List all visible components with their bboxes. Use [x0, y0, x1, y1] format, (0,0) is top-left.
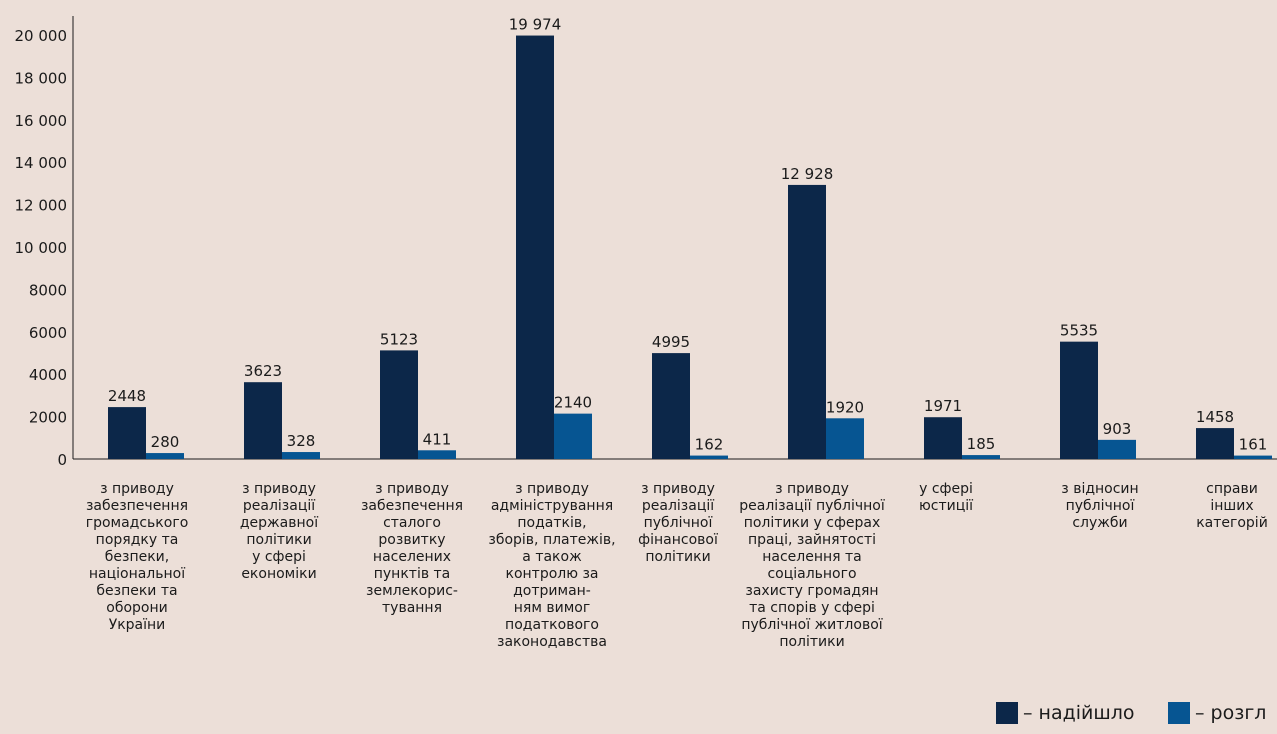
bar-value-label-received: 3623 — [244, 362, 282, 380]
bar-reviewed — [418, 450, 456, 459]
bar-received — [108, 407, 146, 459]
bar-value-label-received: 1458 — [1196, 408, 1234, 426]
legend-item-reviewed: – розгл — [1168, 699, 1266, 727]
bar-value-label-reviewed: 328 — [287, 432, 316, 450]
bar-reviewed — [282, 452, 320, 459]
category-label: з приводу реалізації публічної політики … — [739, 481, 885, 650]
legend-swatch-reviewed — [1168, 702, 1190, 724]
y-tick-label: 4000 — [29, 366, 67, 384]
bar-reviewed — [1098, 439, 1136, 459]
bar-value-label-received: 12 928 — [781, 165, 834, 183]
category-label: з приводу реалізації державної політики … — [239, 481, 319, 582]
bar-received — [788, 184, 826, 460]
bar-reviewed — [826, 418, 864, 459]
bar-value-label-reviewed: 280 — [151, 433, 180, 451]
bar-reviewed — [146, 453, 184, 459]
bar-value-label-reviewed: 411 — [423, 430, 452, 448]
bar-value-label-reviewed: 185 — [967, 435, 996, 453]
bar-reviewed — [554, 413, 592, 459]
bar-value-label-received: 5123 — [380, 330, 418, 348]
legend-label-received: – надійшло — [1023, 702, 1135, 724]
bar-received — [516, 35, 554, 459]
y-tick-label: 0 — [57, 451, 67, 469]
y-tick-label: 14 000 — [15, 154, 68, 172]
y-tick-label: 18 000 — [15, 69, 68, 87]
category-label: справи інших категорій — [1196, 481, 1268, 531]
bar-value-label-received: 5535 — [1060, 322, 1098, 340]
bar-value-label-reviewed: 162 — [695, 436, 724, 454]
bar-reviewed — [962, 455, 1000, 459]
bar-received — [1196, 428, 1234, 459]
bar-value-label-received: 4995 — [652, 333, 690, 351]
y-tick-label: 6000 — [29, 324, 67, 342]
bar-received — [244, 382, 282, 459]
bar-value-label-received: 19 974 — [509, 16, 562, 34]
bar-reviewed — [690, 455, 728, 459]
category-label: з приводу забезпечення сталого розвитку … — [360, 481, 464, 616]
category-label: з відносин публічної служби — [1061, 481, 1139, 531]
bar-value-label-received: 2448 — [108, 387, 146, 405]
y-tick-label: 10 000 — [15, 239, 68, 257]
bar-reviewed — [1234, 455, 1272, 459]
category-label: у сфері юстиції — [918, 481, 974, 514]
category-label: з приводу реалізації публічної фінансово… — [638, 481, 718, 565]
bar-value-label-reviewed: 903 — [1103, 420, 1132, 438]
y-tick-label: 2000 — [29, 409, 67, 427]
bar-value-label-reviewed: 161 — [1239, 436, 1268, 454]
legend-swatch-received — [996, 702, 1018, 724]
y-tick-label: 16 000 — [15, 112, 68, 130]
bar-value-label-received: 1971 — [924, 397, 962, 415]
bar-received — [380, 350, 418, 459]
legend-item-received: – надійшло — [996, 699, 1135, 727]
y-tick-label: 12 000 — [15, 197, 68, 215]
legend-label-reviewed: – розгл — [1195, 702, 1267, 724]
category-label: з приводу забезпечення громадського поря… — [85, 481, 189, 633]
y-tick-label: 20 000 — [15, 27, 68, 45]
bar-value-label-reviewed: 2140 — [554, 394, 592, 412]
bar-received — [652, 353, 690, 459]
bar-received — [1060, 341, 1098, 459]
y-tick-label: 8000 — [29, 281, 67, 299]
bar-received — [924, 417, 962, 459]
category-label: з приводу адміністрування податків, збор… — [488, 481, 616, 650]
bar-value-label-reviewed: 1920 — [826, 398, 864, 416]
